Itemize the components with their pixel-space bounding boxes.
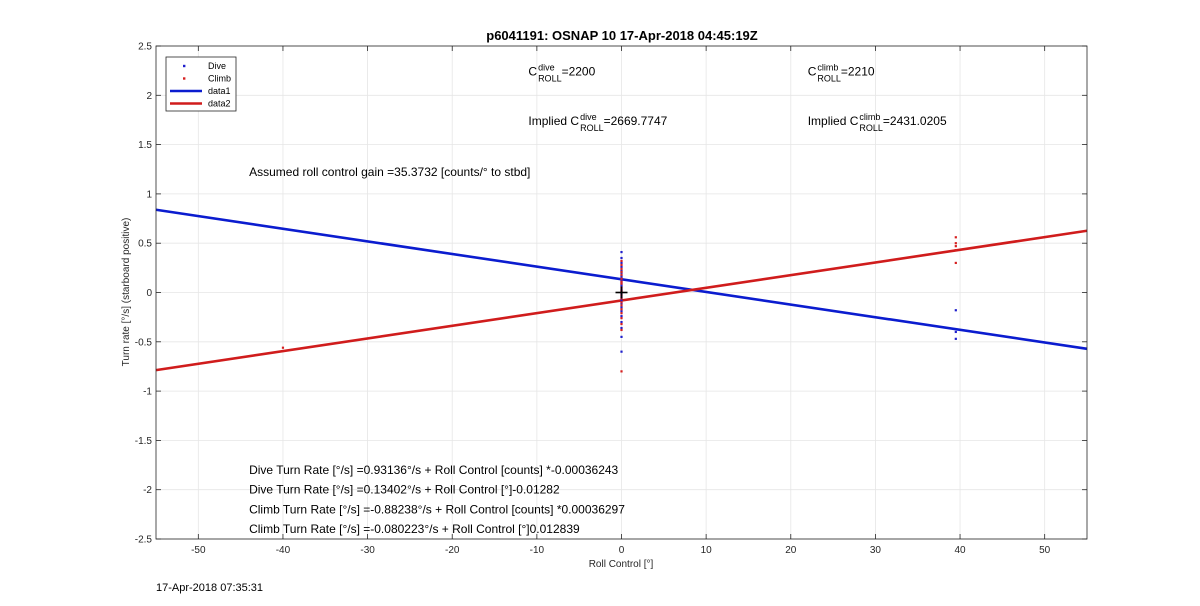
data-point-dive — [620, 261, 623, 265]
data-point-climb — [620, 301, 623, 304]
y-tick-label: 1.5 — [138, 140, 152, 151]
coefficient-subscript: ROLL — [817, 74, 841, 84]
legend: Dive Climb data1 data2 — [165, 56, 237, 112]
data-point-climb — [620, 322, 623, 326]
y-tick-label: 0.5 — [138, 239, 152, 250]
data-point-climb — [620, 267, 623, 270]
data-point-dive — [620, 299, 623, 302]
legend-swatch-dive — [183, 64, 186, 68]
data-point-dive — [620, 310, 623, 313]
data-point-dive — [620, 256, 623, 260]
data-point-climb — [620, 277, 623, 280]
data-point-climb — [281, 346, 285, 349]
legend-swatch-climb — [183, 77, 186, 80]
data-point-dive — [954, 309, 957, 312]
data-point-climb — [620, 317, 623, 320]
y-tick-label: -1 — [143, 387, 152, 398]
data-point-climb — [620, 304, 623, 307]
y-tick-label: -1.5 — [135, 436, 153, 447]
x-axis-ticks: -50 -40 -30 -20 -10 0 10 20 30 40 50 — [191, 46, 1051, 556]
data-point-dive — [620, 320, 623, 324]
print-timestamp: 17-Apr-2018 07:35:31 — [156, 582, 264, 594]
data-point-dive — [954, 330, 957, 334]
data-point-climb — [620, 328, 623, 332]
y-tick-label: -2.5 — [135, 535, 153, 546]
data-point-dive — [954, 337, 957, 340]
x-tick-label: 10 — [701, 545, 713, 556]
data-point-climb — [954, 236, 957, 239]
coefficient-value: =2669.7747 — [604, 114, 668, 128]
coefficient-value: =2200 — [562, 65, 596, 79]
data-point-dive — [620, 326, 623, 330]
data-point-climb — [620, 270, 623, 273]
data-point-climb — [620, 273, 623, 276]
coefficient-value: =2431.0205 — [883, 114, 947, 128]
x-tick-label: 40 — [954, 545, 966, 556]
fit-equation-text: Climb Turn Rate [°/s] =-0.88238°/s + Rol… — [249, 502, 625, 516]
x-tick-label: 0 — [619, 545, 625, 556]
data-point-climb — [620, 312, 623, 315]
coefficient-subscript: ROLL — [580, 123, 604, 133]
fit-equation-text: Dive Turn Rate [°/s] =0.13402°/s + Roll … — [249, 483, 560, 497]
y-tick-label: 2.5 — [138, 42, 152, 53]
y-tick-label: -2 — [143, 485, 152, 496]
data-point-climb — [620, 282, 623, 285]
data-point-dive — [620, 315, 623, 318]
roll-coefficient-label: Implied C — [528, 114, 579, 128]
fit-equation-text: Climb Turn Rate [°/s] =-0.080223°/s + Ro… — [249, 522, 580, 536]
roll-coefficient-label: C — [528, 65, 537, 79]
legend-entry: data1 — [208, 86, 231, 96]
data-point-dive — [620, 265, 623, 268]
y-axis-label: Turn rate [°/s] (starboard positive) — [121, 218, 132, 367]
data-point-dive — [620, 335, 623, 338]
data-point-dive — [620, 350, 623, 353]
y-tick-label: 0 — [146, 288, 152, 299]
legend-box — [165, 56, 237, 112]
data-point-climb — [954, 245, 957, 248]
coefficient-superscript: climb — [859, 112, 880, 122]
coefficient-subscript: ROLL — [859, 123, 883, 133]
fit-equation-text: Dive Turn Rate [°/s] =0.93136°/s + Roll … — [249, 463, 618, 477]
data-point-climb — [954, 249, 957, 252]
data-point-climb — [620, 280, 623, 283]
coefficient-value: =2210 — [841, 65, 875, 79]
legend-entry: Climb — [208, 74, 231, 84]
chart-title: p6041191: OSNAP 10 17-Apr-2018 04:45:19Z — [486, 28, 758, 43]
x-tick-label: 50 — [1039, 545, 1051, 556]
fit-equation-text: Assumed roll control gain =35.3732 [coun… — [249, 165, 530, 179]
x-tick-label: 20 — [785, 545, 797, 556]
coefficient-subscript: ROLL — [538, 74, 562, 84]
coefficient-superscript: climb — [817, 63, 838, 73]
data-point-dive — [620, 250, 623, 254]
plot-data — [155, 208, 1088, 373]
data-point-climb — [620, 370, 623, 373]
y-tick-label: 2 — [146, 91, 152, 102]
coefficient-superscript: dive — [538, 63, 555, 73]
x-tick-label: -40 — [276, 545, 291, 556]
y-tick-label: -0.5 — [135, 337, 153, 348]
roll-coefficient-label: Implied C — [808, 114, 859, 128]
plot-area-border — [155, 45, 1088, 540]
x-tick-label: -10 — [530, 545, 545, 556]
data-point-climb — [954, 242, 957, 245]
data-point-dive — [620, 306, 623, 309]
legend-entry: Dive — [208, 61, 226, 71]
x-tick-label: 30 — [870, 545, 882, 556]
data-point-climb — [620, 308, 623, 311]
legend-entry: data2 — [208, 99, 231, 109]
x-tick-label: -50 — [191, 545, 206, 556]
y-tick-label: 1 — [146, 189, 152, 200]
data-point-climb — [620, 263, 623, 266]
x-tick-label: -30 — [360, 545, 375, 556]
data-point-climb — [620, 259, 623, 263]
x-axis-label: Roll Control [°] — [589, 559, 654, 570]
coefficient-superscript: dive — [580, 112, 597, 122]
x-tick-label: -20 — [445, 545, 460, 556]
roll-coefficient-label: C — [808, 65, 817, 79]
data-point-climb — [954, 261, 957, 265]
